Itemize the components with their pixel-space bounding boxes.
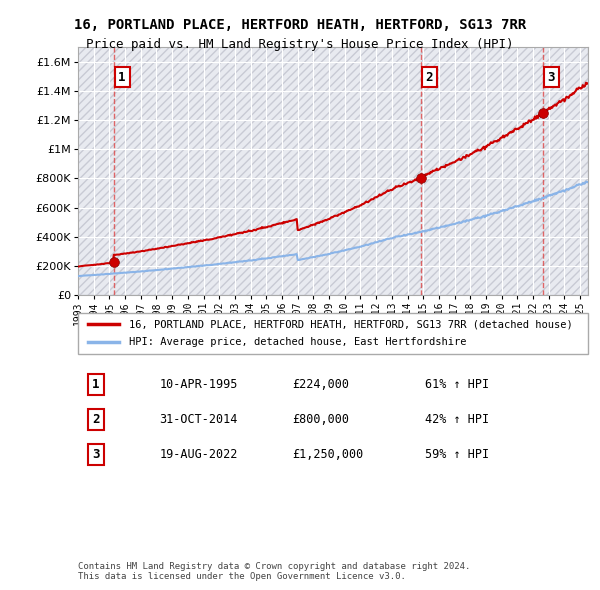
Text: 3: 3 bbox=[92, 448, 100, 461]
FancyBboxPatch shape bbox=[78, 313, 588, 354]
Text: 1: 1 bbox=[118, 71, 126, 84]
Text: Contains HM Land Registry data © Crown copyright and database right 2024.
This d: Contains HM Land Registry data © Crown c… bbox=[78, 562, 470, 581]
Text: £1,250,000: £1,250,000 bbox=[292, 448, 364, 461]
Text: £800,000: £800,000 bbox=[292, 413, 349, 426]
Text: Price paid vs. HM Land Registry's House Price Index (HPI): Price paid vs. HM Land Registry's House … bbox=[86, 38, 514, 51]
Text: 1: 1 bbox=[92, 378, 100, 391]
Text: 42% ↑ HPI: 42% ↑ HPI bbox=[425, 413, 489, 426]
Text: 16, PORTLAND PLACE, HERTFORD HEATH, HERTFORD, SG13 7RR: 16, PORTLAND PLACE, HERTFORD HEATH, HERT… bbox=[74, 18, 526, 32]
Text: 16, PORTLAND PLACE, HERTFORD HEATH, HERTFORD, SG13 7RR (detached house): 16, PORTLAND PLACE, HERTFORD HEATH, HERT… bbox=[129, 319, 573, 329]
Text: HPI: Average price, detached house, East Hertfordshire: HPI: Average price, detached house, East… bbox=[129, 337, 467, 348]
Text: 59% ↑ HPI: 59% ↑ HPI bbox=[425, 448, 489, 461]
Text: 2: 2 bbox=[92, 413, 100, 426]
Text: 19-AUG-2022: 19-AUG-2022 bbox=[160, 448, 238, 461]
Text: 61% ↑ HPI: 61% ↑ HPI bbox=[425, 378, 489, 391]
Text: 2: 2 bbox=[425, 71, 433, 84]
Text: 31-OCT-2014: 31-OCT-2014 bbox=[160, 413, 238, 426]
Text: £224,000: £224,000 bbox=[292, 378, 349, 391]
Text: 10-APR-1995: 10-APR-1995 bbox=[160, 378, 238, 391]
Text: 3: 3 bbox=[548, 71, 555, 84]
